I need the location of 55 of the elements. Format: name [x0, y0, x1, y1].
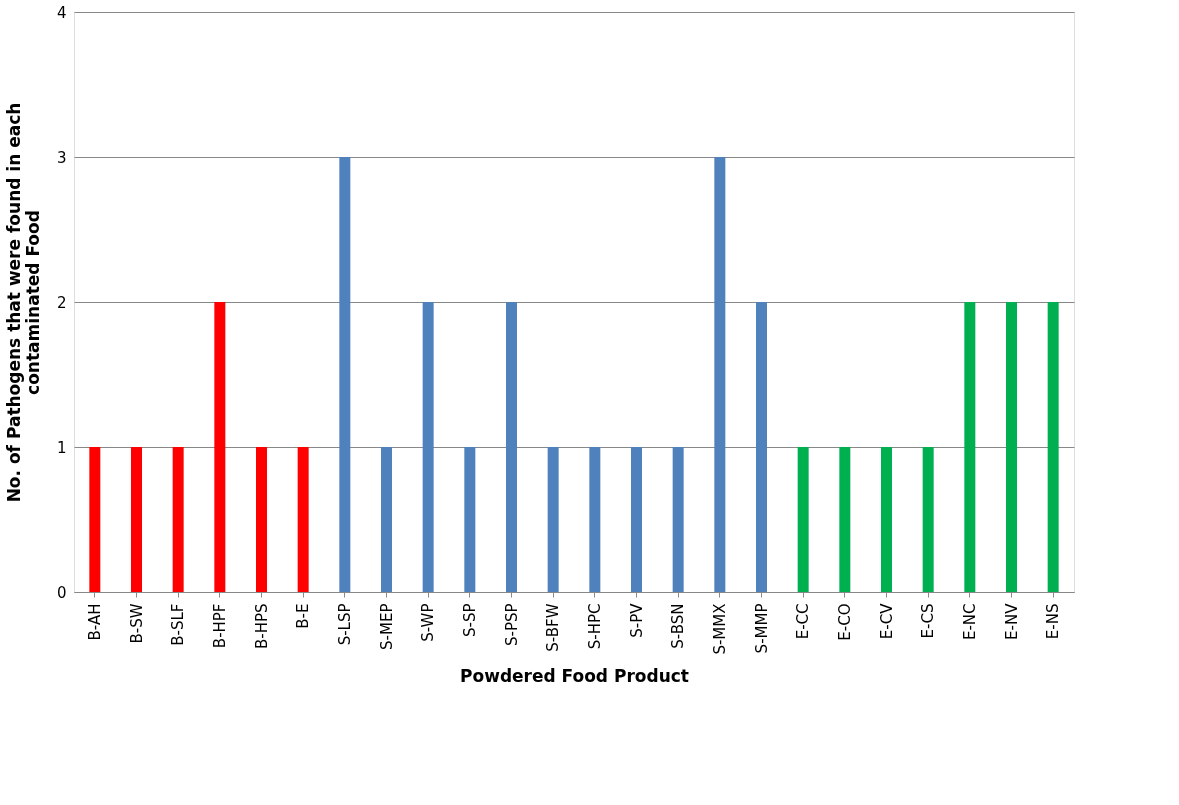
bar — [131, 447, 142, 592]
x-tick-label: B-E — [294, 603, 313, 629]
x-tick-label: S-MMX — [710, 603, 729, 655]
bar — [256, 447, 267, 592]
x-tick-label: S-PV — [627, 602, 646, 638]
y-tick-label: 0 — [56, 583, 67, 602]
bar — [422, 302, 434, 592]
x-axis-title: Powdered Food Product — [460, 665, 689, 686]
x-tick-label: S-WP — [419, 603, 438, 642]
bar — [1006, 302, 1017, 592]
y-tick-label: 1 — [56, 438, 67, 457]
bar — [881, 447, 892, 592]
bar — [631, 447, 642, 592]
x-tick-label: S-BSN — [669, 603, 688, 649]
x-tick-label: E-CC — [794, 603, 813, 640]
bar — [797, 447, 809, 592]
x-tick-label: S-LSP — [335, 603, 354, 646]
bar — [672, 447, 684, 592]
bar — [839, 447, 851, 592]
bar — [381, 447, 392, 592]
x-tick-label: S-HPC — [585, 603, 604, 650]
x-tick-label: E-NV — [1002, 602, 1021, 640]
y-tick-label: 3 — [56, 148, 67, 167]
x-tick-label: S-MMP — [752, 603, 771, 654]
bar — [172, 447, 184, 592]
x-tick-label: B-HPF — [210, 603, 229, 649]
x-tick-label: B-HPS — [252, 603, 271, 650]
bar — [297, 447, 309, 592]
bar — [714, 157, 726, 592]
bar — [922, 447, 934, 592]
x-tick-label: B-SLF — [169, 603, 188, 646]
bar — [1047, 302, 1059, 592]
bar — [756, 302, 767, 592]
bar — [589, 447, 601, 592]
bar — [547, 447, 559, 592]
x-tick-label: B-AH — [85, 603, 104, 641]
bar — [339, 157, 351, 592]
x-tick-label: E-CO — [835, 603, 854, 641]
bar — [464, 447, 476, 592]
y-tick-label: 2 — [56, 293, 67, 312]
x-tick-label: E-CS — [919, 603, 938, 639]
x-tick-label: B-SW — [127, 603, 146, 644]
bar — [506, 302, 517, 592]
x-tick-label: E-CV — [877, 602, 896, 640]
x-tick-label: S-BFW — [544, 603, 563, 652]
x-tick-label: S-PSP — [502, 603, 521, 647]
x-tick-label: E-NS — [1044, 603, 1063, 640]
bar — [214, 302, 226, 592]
bar — [964, 302, 976, 592]
x-tick-label: E-NC — [960, 603, 979, 641]
y-tick-label: 4 — [56, 3, 67, 22]
x-tick-label: S-SP — [460, 603, 479, 638]
x-tick-label: S-MEP — [377, 603, 396, 650]
bar — [89, 447, 101, 592]
y-axis-title: No. of Pathogens that were found in each contaminated Food — [3, 102, 43, 503]
